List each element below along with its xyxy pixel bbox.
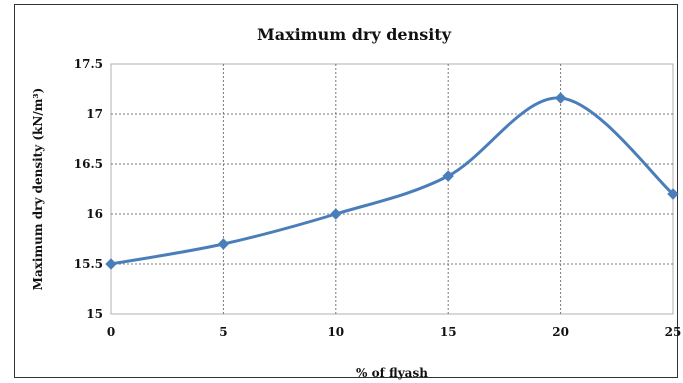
series-markers (105, 92, 679, 270)
series-line (110, 96, 674, 266)
y-tick-label: 16 (86, 207, 103, 221)
x-tick-label: 10 (327, 325, 344, 339)
chart-title: Maximum dry density (257, 25, 452, 44)
y-tick-label: 17.5 (74, 57, 103, 71)
x-tick-label: 5 (219, 325, 227, 339)
grid-lines (111, 64, 673, 314)
x-tick-label: 25 (665, 325, 682, 339)
x-tick-label: 0 (107, 325, 115, 339)
x-axis-tick-labels: 0 5 10 15 20 25 (107, 325, 682, 339)
data-point-15 (442, 170, 454, 182)
x-axis-label: % of flyash (356, 366, 428, 380)
x-tick-label: 20 (552, 325, 569, 339)
data-point-20 (554, 92, 567, 104)
y-tick-label: 16.5 (74, 157, 103, 171)
y-tick-label: 17 (86, 107, 103, 121)
plot-area (110, 63, 674, 315)
data-point-25 (667, 188, 679, 200)
data-point-10 (330, 208, 342, 220)
data-point-0 (105, 258, 117, 270)
y-tick-label: 15.5 (74, 257, 103, 271)
y-tick-label: 15 (86, 307, 103, 321)
y-axis-label: Maximum dry density (kN/m³) (31, 88, 45, 291)
data-point-5 (217, 238, 230, 250)
x-tick-label: 15 (440, 325, 457, 339)
y-axis-tick-labels: 15 15.5 16 16.5 17 17.5 (74, 57, 103, 321)
